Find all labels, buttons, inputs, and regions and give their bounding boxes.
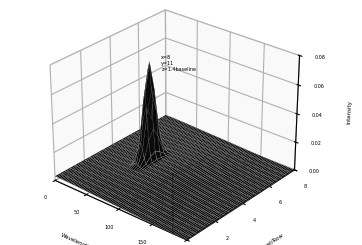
X-axis label: Wavelength/Wavenumber: Wavelength/Wavenumber — [60, 233, 127, 245]
Y-axis label: Pixel/Row: Pixel/Row — [261, 232, 285, 245]
